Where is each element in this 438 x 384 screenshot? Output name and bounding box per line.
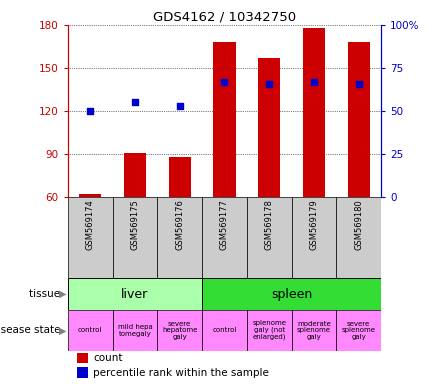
Text: spleen: spleen [271,288,312,301]
Bar [202,278,381,310]
Bar [124,153,146,197]
Point [131,99,138,106]
Text: percentile rank within the sample: percentile rank within the sample [93,368,269,378]
Point [311,79,318,85]
Bar [292,197,336,278]
Bar [77,367,88,378]
Bar [77,353,88,363]
Bar [169,157,191,197]
Bar [247,197,292,278]
Point [221,79,228,85]
Text: disease state: disease state [0,325,64,335]
Bar [336,197,381,278]
Text: splenome
galy (not
enlarged): splenome galy (not enlarged) [252,320,286,340]
Text: count: count [93,353,123,363]
Bar [247,310,292,351]
Text: liver: liver [121,288,148,301]
Text: GSM569179: GSM569179 [310,200,318,250]
Bar [202,310,247,351]
Bar [157,197,202,278]
Bar [113,310,157,351]
Bar [79,194,102,197]
Bar [258,58,280,197]
Text: ▶: ▶ [59,325,67,335]
Bar [347,42,370,197]
Text: GSM569180: GSM569180 [354,200,363,250]
Title: GDS4162 / 10342750: GDS4162 / 10342750 [153,11,296,24]
Point [176,103,183,109]
Text: GSM569175: GSM569175 [131,200,139,250]
Bar [68,278,202,310]
Text: ▶: ▶ [59,289,67,299]
Point [355,80,362,86]
Point [87,108,94,114]
Bar [157,310,202,351]
Text: GSM569177: GSM569177 [220,200,229,250]
Point [266,80,273,86]
Bar [292,310,336,351]
Bar [113,197,157,278]
Text: moderate
splenome
galy: moderate splenome galy [297,321,331,340]
Bar [68,197,113,278]
Bar [68,310,113,351]
Bar [336,310,381,351]
Text: tissue: tissue [29,289,64,299]
Text: severe
hepatome
galy: severe hepatome galy [162,321,198,340]
Text: control: control [78,328,102,333]
Text: severe
splenome
galy: severe splenome galy [342,321,376,340]
Bar [303,28,325,197]
Bar [202,197,247,278]
Text: mild hepa
tomegaly: mild hepa tomegaly [118,324,152,337]
Text: GSM569174: GSM569174 [86,200,95,250]
Text: control: control [212,328,237,333]
Text: GSM569178: GSM569178 [265,200,274,250]
Bar [213,42,236,197]
Text: GSM569176: GSM569176 [175,200,184,250]
